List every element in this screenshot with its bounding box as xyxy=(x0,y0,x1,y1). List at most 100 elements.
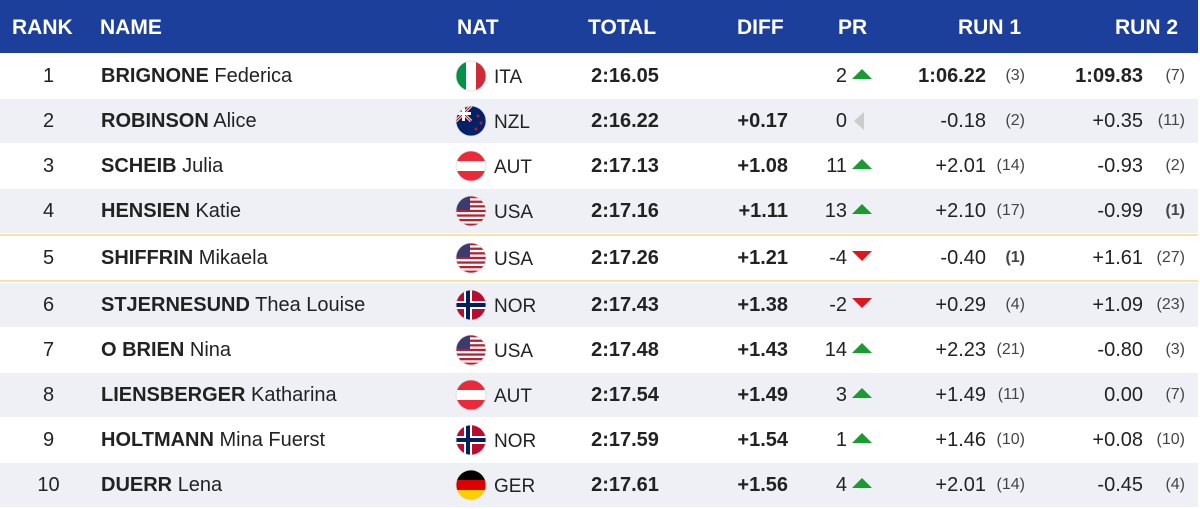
table-row: 2 ROBINSON Alice NZL 2:16.22 +0.17 0 -0.18 (2) +… xyxy=(0,99,1198,143)
flag xyxy=(455,242,487,280)
column-header: DIFF xyxy=(737,16,784,39)
total-time: 2:17.26 xyxy=(591,247,659,269)
athlete-name: HOLTMANN Mina Fuerst xyxy=(101,418,325,462)
diff: +1.08 xyxy=(737,155,788,177)
table-row: 6 STJERNESUND Thea Louise NOR 2:17.43 +1.38 -… xyxy=(0,283,1198,327)
position-change: 2 xyxy=(835,65,847,87)
run2-time: +1.09 xyxy=(1092,294,1143,316)
position-change: 14 xyxy=(824,339,847,361)
rank: 4 xyxy=(42,200,55,222)
table-row: 10 DUERR Lena GER 2:17.61 +1.56 4 +2.01 (14) -0.… xyxy=(0,463,1198,507)
run2-rank: (27) xyxy=(1156,249,1185,266)
diff: +1.56 xyxy=(737,474,788,496)
athlete-name: O BRIEN Nina xyxy=(101,328,231,372)
nation: GER xyxy=(494,476,536,497)
run2-time: -0.80 xyxy=(1097,339,1143,361)
flag-icon xyxy=(455,469,487,501)
rank: 8 xyxy=(42,384,55,406)
nation: USA xyxy=(494,202,534,223)
flag xyxy=(455,289,487,327)
rank: 1 xyxy=(42,65,55,87)
table-row: 3 SCHEIB Julia AUT 2:17.13 +1.08 11 +2.01 (14) -… xyxy=(0,144,1198,188)
surname: HOLTMANN xyxy=(101,429,214,451)
run2-rank: (11) xyxy=(1157,112,1185,129)
first-name: Mina Fuerst xyxy=(219,429,326,451)
run1-time: -0.40 xyxy=(940,247,986,269)
run1-rank: (2) xyxy=(1005,112,1025,129)
nation: USA xyxy=(494,341,534,362)
run1-rank: (1) xyxy=(1005,249,1025,266)
nation: NOR xyxy=(494,296,537,317)
flag-icon xyxy=(455,105,487,137)
run2-time: 1:09.83 xyxy=(1075,65,1143,87)
flag xyxy=(455,195,487,233)
rank: 6 xyxy=(42,294,55,316)
run2-time: -0.45 xyxy=(1097,474,1143,496)
run2-rank: (3) xyxy=(1165,341,1185,358)
run2-time: +1.61 xyxy=(1092,247,1143,269)
table-row: 4 HENSIEN Katie USA 2:17.16 +1.11 13 +2.10 (17)… xyxy=(0,189,1198,233)
position-change: -4 xyxy=(829,247,847,269)
nation: AUT xyxy=(494,157,532,178)
flag xyxy=(455,334,487,372)
rank: 3 xyxy=(42,155,55,177)
table-row: 8 LIENSBERGER Katharina AUT 2:17.54 +1.49 3 +1… xyxy=(0,373,1198,417)
first-name: Katharina xyxy=(251,384,337,406)
position-change: 0 xyxy=(835,110,847,132)
diff: +1.54 xyxy=(737,429,788,451)
pr-arrow xyxy=(851,476,873,490)
surname: BRIGNONE xyxy=(101,65,209,87)
pr-arrow xyxy=(851,157,873,171)
run1-time: +2.01 xyxy=(935,474,986,496)
run1-rank: (14) xyxy=(996,157,1025,174)
run2-rank: (7) xyxy=(1165,67,1185,84)
first-name: Julia xyxy=(182,155,224,177)
run1-rank: (21) xyxy=(996,341,1025,358)
total-time: 2:17.59 xyxy=(591,429,659,451)
rank: 9 xyxy=(42,429,55,451)
run1-rank: (4) xyxy=(1005,296,1025,313)
nation: AUT xyxy=(494,386,532,407)
table-row: 9 HOLTMANN Mina Fuerst NOR 2:17.59 +1.54 1 +1.… xyxy=(0,418,1198,462)
flag xyxy=(455,424,487,462)
run2-time: -0.93 xyxy=(1097,155,1143,177)
total-time: 2:17.48 xyxy=(591,339,659,361)
pr-arrow xyxy=(851,249,873,263)
pr-arrow xyxy=(851,67,873,81)
rank: 7 xyxy=(42,339,55,361)
flag xyxy=(455,150,487,188)
run2-rank: (2) xyxy=(1165,157,1185,174)
athlete-name: SHIFFRIN Mikaela xyxy=(101,236,268,280)
position-change: 3 xyxy=(835,384,847,406)
flag xyxy=(455,469,487,507)
table-row: 7 O BRIEN Nina USA 2:17.48 +1.43 14 +2.23 (21) -… xyxy=(0,328,1198,372)
position-change: 11 xyxy=(826,155,847,177)
column-header: RUN 2 xyxy=(1115,16,1179,39)
run2-time: +0.35 xyxy=(1092,110,1143,132)
athlete-name: LIENSBERGER Katharina xyxy=(101,373,337,417)
flag xyxy=(455,60,487,98)
athlete-name: STJERNESUND Thea Louise xyxy=(101,283,365,327)
diff: +1.43 xyxy=(737,339,788,361)
total-time: 2:17.61 xyxy=(591,474,659,496)
flag xyxy=(455,379,487,417)
athlete-name: DUERR Lena xyxy=(101,463,222,507)
flag-icon xyxy=(455,289,487,321)
first-name: Nina xyxy=(189,339,232,361)
first-name: Federica xyxy=(214,65,293,87)
column-header: NAME xyxy=(100,16,162,39)
surname: ROBINSON xyxy=(101,110,209,132)
run1-time: +1.46 xyxy=(935,429,986,451)
flag-icon xyxy=(455,334,487,366)
column-header: PR xyxy=(838,16,868,39)
pr-arrow xyxy=(852,111,866,131)
run1-time: 1:06.22 xyxy=(918,65,986,87)
run1-time: +2.23 xyxy=(935,339,986,361)
nation: NZL xyxy=(494,112,530,133)
nation: ITA xyxy=(494,67,523,88)
athlete-name: BRIGNONE Federica xyxy=(101,54,292,98)
pr-arrow xyxy=(851,341,873,355)
run2-time: -0.99 xyxy=(1097,200,1143,222)
table-row: 1 BRIGNONE Federica ITA 2:16.05 2 1:06.22 (3) 1… xyxy=(0,54,1198,98)
run2-rank: (10) xyxy=(1156,431,1185,448)
